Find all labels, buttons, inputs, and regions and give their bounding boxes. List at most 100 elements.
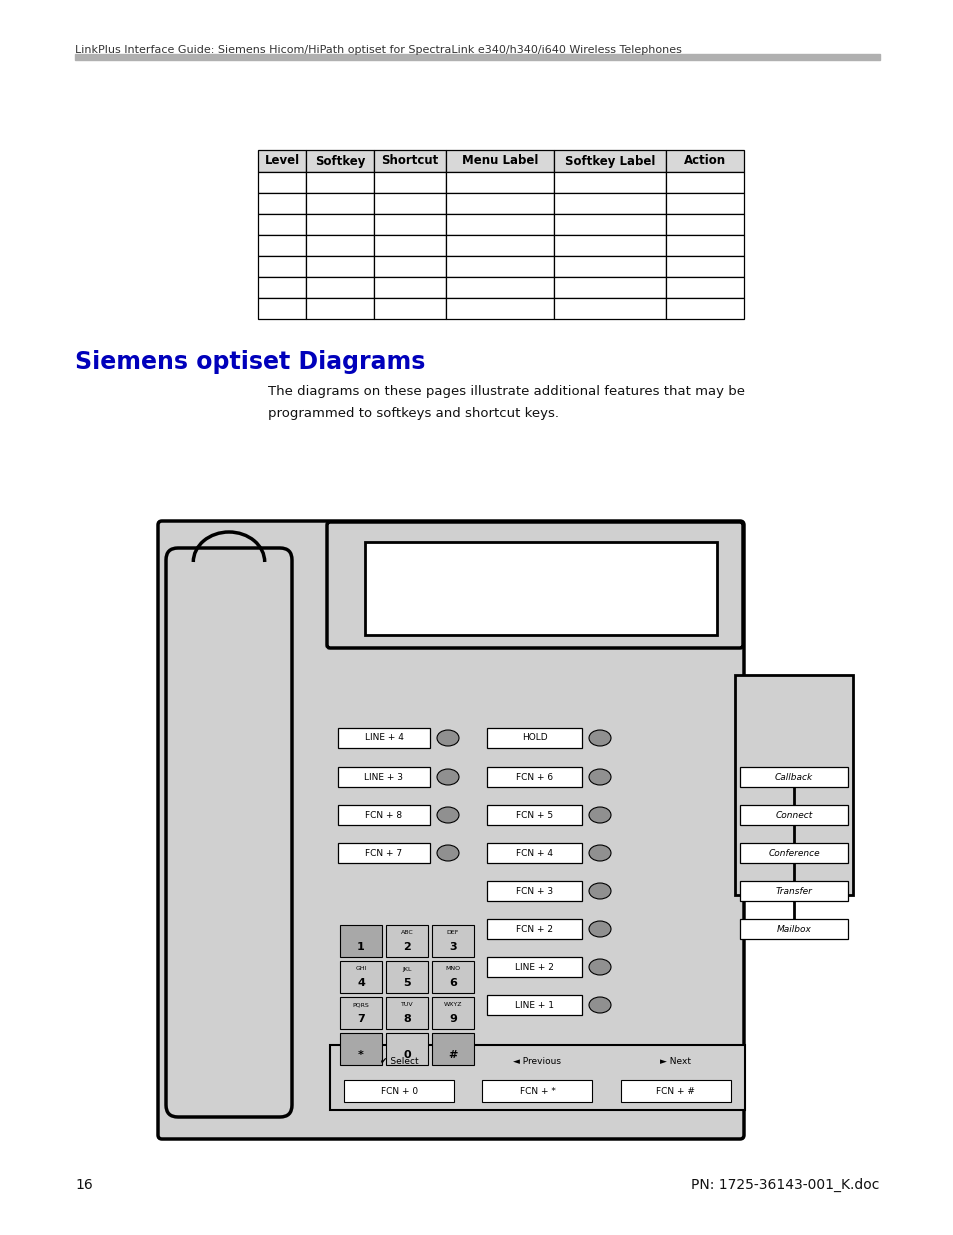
Text: JKL: JKL — [402, 967, 412, 972]
FancyBboxPatch shape — [166, 548, 292, 1116]
Text: FCN + 0: FCN + 0 — [380, 1087, 417, 1095]
Text: Callback: Callback — [774, 773, 812, 782]
Bar — [665, 193, 743, 214]
Bar — [337, 727, 430, 748]
Text: MNO: MNO — [445, 967, 460, 972]
Text: *: * — [357, 1050, 363, 1060]
Bar — [386, 925, 428, 957]
Text: Action: Action — [683, 154, 725, 168]
Text: PQRS: PQRS — [353, 1003, 369, 1008]
Bar — [374, 235, 446, 256]
Ellipse shape — [588, 730, 610, 746]
Text: TUV: TUV — [400, 1003, 413, 1008]
Bar — [339, 961, 381, 993]
Bar — [554, 256, 665, 277]
Bar — [446, 149, 554, 172]
Bar — [257, 277, 306, 298]
Text: Menu Label: Menu Label — [461, 154, 537, 168]
Bar — [386, 997, 428, 1029]
Text: 5: 5 — [403, 978, 411, 988]
Text: 0: 0 — [403, 1050, 411, 1060]
Text: FCN + #: FCN + # — [656, 1087, 695, 1095]
Bar — [257, 235, 306, 256]
Bar — [554, 235, 665, 256]
Bar — [665, 256, 743, 277]
Bar — [306, 193, 374, 214]
Text: FCN + 6: FCN + 6 — [516, 773, 553, 782]
Bar — [432, 925, 474, 957]
Text: LinkPlus Interface Guide: Siemens Hicom/HiPath optiset for SpectraLink e340/h340: LinkPlus Interface Guide: Siemens Hicom/… — [75, 44, 681, 56]
Bar — [740, 805, 847, 825]
Text: ✔ Select: ✔ Select — [379, 1057, 418, 1067]
Text: Shortcut: Shortcut — [381, 154, 438, 168]
Bar — [374, 298, 446, 319]
Ellipse shape — [588, 845, 610, 861]
Bar — [554, 298, 665, 319]
Bar — [665, 298, 743, 319]
Text: DEF: DEF — [446, 930, 458, 935]
Bar — [374, 149, 446, 172]
Text: FCN + 3: FCN + 3 — [516, 887, 553, 895]
Bar — [257, 172, 306, 193]
Text: FCN + 7: FCN + 7 — [365, 848, 402, 857]
Ellipse shape — [436, 730, 458, 746]
Bar — [432, 997, 474, 1029]
Bar — [306, 149, 374, 172]
Text: Softkey: Softkey — [314, 154, 365, 168]
Ellipse shape — [436, 769, 458, 785]
Bar — [446, 298, 554, 319]
Ellipse shape — [588, 769, 610, 785]
Text: PN: 1725-36143-001_K.doc: PN: 1725-36143-001_K.doc — [690, 1178, 878, 1192]
Text: LINE + 2: LINE + 2 — [515, 962, 554, 972]
Text: Softkey Label: Softkey Label — [564, 154, 655, 168]
Bar — [486, 995, 581, 1015]
Bar — [446, 235, 554, 256]
Text: Mailbox: Mailbox — [776, 925, 811, 934]
Bar — [554, 214, 665, 235]
Bar — [486, 767, 581, 787]
Text: Level: Level — [264, 154, 299, 168]
Bar — [446, 277, 554, 298]
Bar — [740, 767, 847, 787]
Bar — [446, 172, 554, 193]
Bar — [257, 256, 306, 277]
Text: 4: 4 — [356, 978, 365, 988]
Bar — [337, 767, 430, 787]
Bar — [306, 235, 374, 256]
Bar — [306, 256, 374, 277]
Text: 2: 2 — [403, 942, 411, 952]
Text: LINE + 4: LINE + 4 — [364, 734, 403, 742]
Bar — [554, 277, 665, 298]
Text: FCN + 5: FCN + 5 — [516, 810, 553, 820]
Ellipse shape — [588, 960, 610, 974]
Bar — [446, 193, 554, 214]
Text: LINE + 3: LINE + 3 — [364, 773, 403, 782]
Bar — [306, 214, 374, 235]
Bar — [339, 925, 381, 957]
Bar — [374, 277, 446, 298]
Bar — [554, 149, 665, 172]
Bar — [486, 957, 581, 977]
Bar — [374, 172, 446, 193]
Bar — [665, 277, 743, 298]
Bar — [740, 844, 847, 863]
Bar — [620, 1079, 730, 1102]
Text: Siemens optiset Diagrams: Siemens optiset Diagrams — [75, 350, 425, 374]
Text: programmed to softkeys and shortcut keys.: programmed to softkeys and shortcut keys… — [268, 408, 558, 420]
Bar — [432, 1032, 474, 1065]
Text: 7: 7 — [356, 1014, 364, 1024]
Bar — [734, 676, 852, 895]
Text: 1: 1 — [356, 942, 364, 952]
Text: 16: 16 — [75, 1178, 92, 1192]
Bar — [306, 172, 374, 193]
Bar — [344, 1079, 454, 1102]
Text: FCN + 8: FCN + 8 — [365, 810, 402, 820]
Text: HOLD: HOLD — [521, 734, 547, 742]
Ellipse shape — [588, 806, 610, 823]
Text: 9: 9 — [449, 1014, 456, 1024]
Text: Transfer: Transfer — [775, 887, 812, 895]
Bar — [554, 172, 665, 193]
Text: ► Next: ► Next — [659, 1057, 691, 1067]
Bar — [740, 881, 847, 902]
Text: WXYZ: WXYZ — [443, 1003, 462, 1008]
